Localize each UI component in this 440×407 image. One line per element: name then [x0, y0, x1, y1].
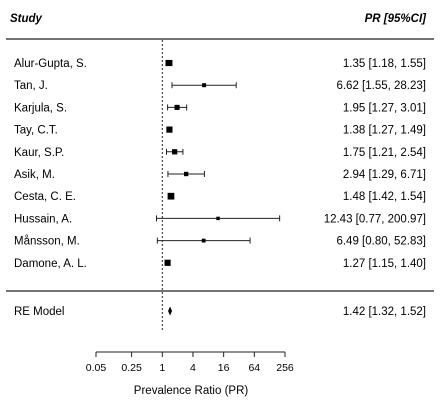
study-estimate-text: 1.48 [1.42, 1.54]	[343, 191, 426, 203]
summary-label: RE Model	[14, 306, 65, 318]
study-label: Tan, J.	[14, 80, 48, 92]
study-row: Alur-Gupta, S. 1.35 [1.18, 1.55]	[14, 58, 426, 70]
study-row: Tay, C.T. 1.38 [1.27, 1.49]	[14, 125, 426, 137]
study-label: Hussain, A.	[14, 213, 72, 225]
point-estimate-square	[183, 171, 189, 177]
x-tick-label: 0.25	[121, 362, 142, 374]
study-label: Månsson, M.	[14, 236, 80, 248]
point-estimate-square	[166, 126, 173, 133]
point-estimate-square	[216, 216, 220, 221]
study-row: Damone, A. L. 1.27 [1.15, 1.40]	[14, 258, 426, 270]
study-row: Karjula, S. 1.95 [1.27, 3.01]	[14, 102, 426, 114]
x-tick-label: 4	[190, 362, 196, 374]
study-column-header: Study	[10, 13, 43, 25]
study-label: Kaur, S.P.	[14, 147, 64, 159]
point-estimate-square	[167, 192, 175, 200]
x-tick-label: 0.05	[86, 362, 107, 374]
study-row: Cesta, C. E. 1.48 [1.42, 1.54]	[14, 191, 426, 203]
study-estimate-text: 1.38 [1.27, 1.49]	[343, 125, 426, 137]
study-row: Tan, J. 6.62 [1.55, 28.23]	[14, 80, 426, 92]
study-estimate-text: 6.62 [1.55, 28.23]	[336, 80, 426, 92]
point-estimate-square	[165, 59, 173, 67]
x-tick-label: 1	[159, 362, 165, 374]
study-label: Damone, A. L.	[14, 258, 87, 270]
study-label: Karjula, S.	[14, 102, 67, 114]
x-axis: 0.05 0.25 1 4 16 64 256	[86, 351, 294, 374]
study-rows: Alur-Gupta, S. 1.35 [1.18, 1.55] Tan, J. 6.…	[14, 58, 426, 270]
study-row: Asik, M. 2.94 [1.29, 6.71]	[14, 169, 426, 181]
x-tick-label: 256	[276, 362, 294, 374]
study-estimate-text: 1.75 [1.21, 2.54]	[343, 147, 426, 159]
x-tick-label: 64	[248, 362, 260, 374]
study-label: Tay, C.T.	[14, 125, 58, 137]
study-estimate-text: 6.49 [0.80, 52.83]	[336, 236, 426, 248]
summary-row: RE Model 1.42 [1.32, 1.52]	[14, 306, 426, 318]
study-estimate-text: 2.94 [1.29, 6.71]	[343, 169, 426, 181]
study-row: Månsson, M. 6.49 [0.80, 52.83]	[14, 236, 426, 248]
summary-diamond	[168, 306, 173, 316]
study-row: Kaur, S.P. 1.75 [1.21, 2.54]	[14, 147, 426, 159]
study-label: Cesta, C. E.	[14, 191, 76, 203]
point-estimate-square	[202, 83, 207, 88]
study-row: Hussain, A. 12.43 [0.77, 200.97]	[14, 213, 426, 225]
study-label: Asik, M.	[14, 169, 55, 181]
pr-column-header: PR [95%CI]	[365, 13, 428, 25]
x-axis-label: Prevalence Ratio (PR)	[134, 385, 249, 397]
x-tick-label: 16	[218, 362, 230, 374]
point-estimate-square	[174, 104, 180, 110]
study-estimate-text: 1.35 [1.18, 1.55]	[343, 58, 426, 70]
study-estimate-text: 12.43 [0.77, 200.97]	[324, 213, 426, 225]
study-estimate-text: 1.95 [1.27, 3.01]	[343, 102, 426, 114]
point-estimate-square	[201, 238, 206, 243]
study-estimate-text: 1.27 [1.15, 1.40]	[343, 258, 426, 270]
summary-estimate-text: 1.42 [1.32, 1.52]	[343, 306, 426, 318]
study-label: Alur-Gupta, S.	[14, 58, 87, 70]
point-estimate-square	[164, 259, 171, 266]
point-estimate-square	[172, 149, 178, 155]
